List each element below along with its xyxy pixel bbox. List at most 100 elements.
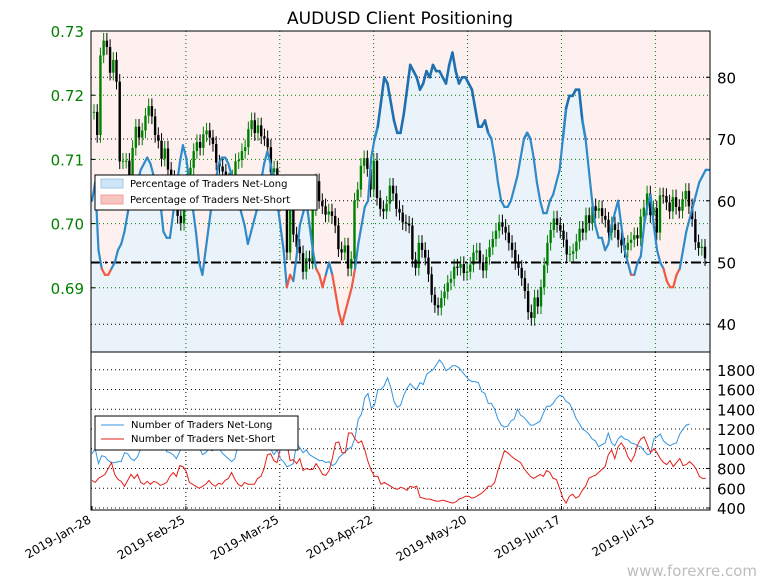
shade-short-bar <box>652 31 656 226</box>
shade-long-bar <box>463 77 468 352</box>
pct-segment <box>678 249 685 270</box>
shade-long-bar <box>252 219 257 352</box>
candle-body <box>102 40 105 56</box>
shade-short-bar <box>626 31 630 263</box>
shade-long-bar <box>278 225 283 352</box>
shade-long-bar <box>454 71 458 352</box>
count-net-short-line <box>91 432 706 505</box>
shade-long-bar <box>197 262 202 352</box>
shade-long-bar <box>619 225 624 352</box>
pct-segment <box>123 212 129 233</box>
shade-short-bar <box>265 31 270 152</box>
shade-long-bar <box>405 89 409 352</box>
pct-segment <box>107 267 113 276</box>
candle-body <box>526 291 530 313</box>
shade-long-bar <box>415 77 419 352</box>
shade-long-bar <box>249 231 254 352</box>
shade-short-bar <box>408 31 413 65</box>
candle-body <box>121 160 125 162</box>
shade-long-bar <box>155 188 159 352</box>
shade-short-bar <box>415 31 419 78</box>
shade-short-bar <box>226 31 231 164</box>
pct-segment <box>340 310 347 326</box>
legend-label-count-long: Number of Traders Net-Long <box>131 420 272 431</box>
candle-body <box>150 106 154 117</box>
candle-body <box>446 282 449 292</box>
pct-segment <box>201 249 207 276</box>
shade-long-bar <box>255 206 260 352</box>
candle-body <box>108 47 112 73</box>
shade-short-bar <box>392 31 396 121</box>
shade-short-bar <box>570 31 575 96</box>
shade-long-bar <box>681 250 685 352</box>
pct-segment <box>181 144 188 159</box>
watermark: www.forexre.com <box>627 562 757 580</box>
shade-long-bar <box>574 89 578 352</box>
shade-long-bar <box>483 120 487 352</box>
candle-body <box>588 215 591 223</box>
shade-long-bar <box>333 293 338 352</box>
pct-segment <box>240 212 246 227</box>
shade-long-bar <box>411 71 416 352</box>
shade-long-bar <box>210 200 215 352</box>
pct-segment <box>552 181 558 196</box>
shade-long-bar <box>207 225 211 352</box>
shade-long-bar <box>242 225 247 352</box>
candle-body <box>649 193 652 216</box>
pct-segment <box>386 82 393 104</box>
pct-segment <box>344 298 350 313</box>
pct-segment <box>681 230 688 252</box>
shade-short-bar <box>230 31 234 177</box>
candle-body <box>536 297 539 307</box>
candle-body <box>533 297 536 318</box>
candle-body <box>485 256 488 271</box>
shade-short-bar <box>704 31 708 170</box>
shade-short-bar <box>596 31 601 238</box>
shade-short-bar <box>424 31 429 72</box>
candle-body <box>256 125 260 134</box>
candle-body <box>141 130 144 138</box>
shade-short-bar <box>603 31 608 251</box>
shade-long-bar <box>294 256 299 352</box>
legend-swatch-net-long <box>100 178 124 189</box>
shade-short-bar <box>632 31 637 275</box>
candle-body <box>411 225 414 260</box>
candle-body <box>665 195 668 203</box>
pct-segment <box>392 119 399 135</box>
date-axis-ticks: 2019-Jan-28 2019-Feb-25 2019-Mar-25 2019-Ap… <box>23 506 657 564</box>
shade-short-bar <box>152 31 156 177</box>
pct-segment <box>496 181 503 202</box>
shade-short-bar <box>655 31 659 251</box>
candle-body <box>356 189 359 201</box>
shade-long-bar <box>350 287 354 352</box>
candle-body <box>144 115 147 131</box>
candle-body <box>481 262 485 271</box>
pct-segment <box>360 205 366 227</box>
shade-long-bar <box>635 262 640 352</box>
shade-long-bar <box>593 225 598 352</box>
candle-body <box>240 151 244 161</box>
pct-segment <box>353 242 360 270</box>
candle-body <box>501 222 504 227</box>
candle-body <box>694 219 697 243</box>
shade-long-bar <box>590 200 595 352</box>
left-tick-label: 0.70 <box>51 216 84 234</box>
pct-segment <box>506 199 513 209</box>
shade-short-bar <box>639 31 643 257</box>
shade-long-bar <box>204 250 208 352</box>
pct-segment <box>490 137 496 159</box>
shade-long-bar <box>194 231 198 352</box>
shade-long-bar <box>187 182 192 352</box>
shade-long-bar <box>200 274 205 352</box>
pct-segment <box>100 267 107 276</box>
shade-long-bar <box>473 108 478 352</box>
shade-short-bar <box>145 31 150 158</box>
shade-long-bar <box>519 157 523 352</box>
pct-segment <box>561 106 568 141</box>
candle-body <box>253 120 256 134</box>
pct-segment <box>555 168 561 184</box>
shade-short-bar <box>454 31 458 72</box>
candle-body <box>668 202 671 212</box>
pct-segment <box>633 261 639 276</box>
shade-short-bar <box>337 31 341 312</box>
